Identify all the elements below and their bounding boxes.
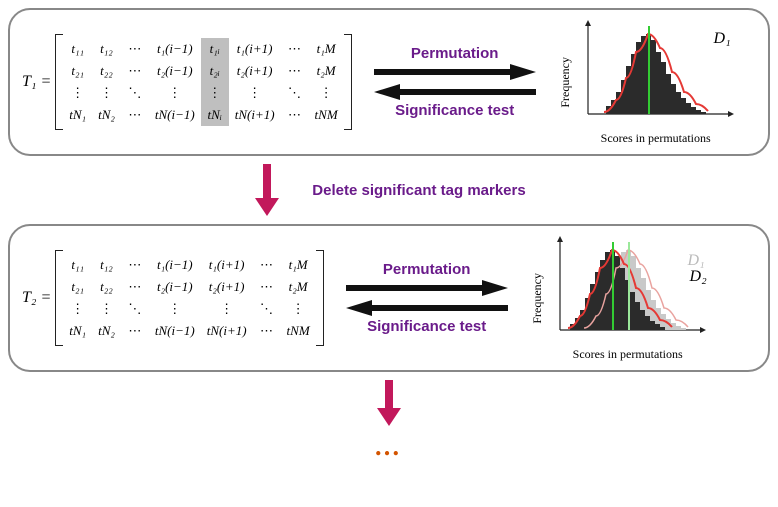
significance-label: Significance test: [367, 318, 486, 335]
matrix-cell: t₁(i−1): [149, 254, 201, 276]
matrix-cell: t₂₂: [92, 60, 121, 82]
matrix-cell: tN₁: [63, 104, 92, 126]
matrix-cell: tN(i+1): [229, 104, 281, 126]
matrix-cell: ⋯: [121, 254, 149, 276]
matrix-cell: t₁M: [309, 38, 344, 60]
matrix-cell: t₂(i−1): [149, 60, 201, 82]
matrix-cell: ⋯: [253, 320, 281, 342]
matrix-cell: ⋯: [121, 104, 149, 126]
matrix-cell: t₁(i−1): [149, 38, 201, 60]
matrix-cell: t₂₂: [92, 276, 121, 298]
matrix-cell: ⋮: [63, 82, 92, 104]
arrow-right-icon: [342, 278, 512, 298]
matrix-cell: t₁(i+1): [201, 254, 253, 276]
matrix-cell: t₂(i+1): [229, 60, 281, 82]
matrix-cell: t₂₁: [63, 60, 92, 82]
bracket-right: [344, 34, 352, 130]
matrix-t1-table: t₁₁t₁₂⋯t₁(i−1)t₁ᵢt₁(i+1)⋯t₁Mt₂₁t₂₂⋯t₂(i−…: [63, 38, 343, 126]
matrix-cell: t₁₂: [92, 38, 121, 60]
arrows-t2: Permutation Significance test: [332, 261, 522, 335]
arrow-down-icon: [252, 162, 282, 218]
matrix-cell: ⋯: [121, 276, 149, 298]
matrix-cell: ⋱: [253, 298, 281, 320]
matrix-cell: t₂M: [281, 276, 316, 298]
delete-label: Delete significant tag markers: [312, 182, 525, 199]
matrix-cell: ⋯: [121, 60, 149, 82]
matrix-cell: ⋮: [201, 82, 229, 104]
panel-t2: T₂ = t₁₁t₁₂⋯t₁(i−1)t₁(i+1)⋯t₁Mt₂₁t₂₂⋯t₂(…: [8, 224, 770, 372]
arrow-down-icon: [374, 378, 404, 428]
distribution-chart-d2: [543, 234, 713, 344]
matrix-cell: ⋯: [253, 276, 281, 298]
matrix-cell: tNM: [309, 104, 344, 126]
matrix-cell: t₁M: [281, 254, 316, 276]
matrix-cell: t₁₂: [92, 254, 121, 276]
matrix-t2-block: T₂ = t₁₁t₁₂⋯t₁(i−1)t₁(i+1)⋯t₁Mt₂₁t₂₂⋯t₂(…: [22, 250, 324, 346]
bracket-left: [55, 250, 63, 346]
x-axis-label: Scores in permutations: [571, 131, 741, 146]
matrix-cell: t₂M: [309, 60, 344, 82]
matrix-cell: t₂(i+1): [201, 276, 253, 298]
matrix-cell: t₂(i−1): [149, 276, 201, 298]
matrix-cell: t₁₁: [63, 38, 92, 60]
matrix-cell: ⋮: [149, 82, 201, 104]
matrix-cell: tN(i+1): [201, 320, 253, 342]
matrix-cell: tN₂: [92, 320, 121, 342]
matrix-cell: ⋮: [149, 298, 201, 320]
matrix-cell: ⋮: [201, 298, 253, 320]
matrix-cell: ⋮: [63, 298, 92, 320]
ellipsis-icon: …: [374, 432, 404, 462]
matrix-cell: ⋮: [92, 82, 121, 104]
matrix-cell: ⋯: [281, 104, 309, 126]
matrix-cell: ⋮: [281, 298, 316, 320]
matrix-cell: tNM: [281, 320, 316, 342]
between-arrow-block: Delete significant tag markers: [8, 162, 770, 218]
d1-label: D₁: [714, 30, 731, 48]
matrix-cell: tN(i−1): [149, 320, 201, 342]
matrix-cell: ⋯: [281, 60, 309, 82]
continuation-block: …: [8, 378, 770, 462]
matrix-cell: ⋱: [121, 82, 149, 104]
matrix-cell: ⋯: [121, 38, 149, 60]
significance-label: Significance test: [395, 102, 514, 119]
arrow-right-icon: [370, 62, 540, 82]
x-axis-label: Scores in permutations: [543, 347, 713, 362]
d2-label: D₂: [690, 268, 707, 286]
chart-t1-block: Frequency D₁ Scores in permutations: [558, 18, 741, 146]
matrix-t2: t₁₁t₁₂⋯t₁(i−1)t₁(i+1)⋯t₁Mt₂₁t₂₂⋯t₂(i−1)t…: [55, 250, 323, 346]
matrix-cell: ⋯: [121, 320, 149, 342]
permutation-label: Permutation: [411, 45, 499, 62]
matrix-cell: tNᵢ: [201, 104, 229, 126]
matrix-cell: t₁(i+1): [229, 38, 281, 60]
matrix-cell: t₁ᵢ: [201, 38, 229, 60]
bracket-right: [316, 250, 324, 346]
matrix-t2-table: t₁₁t₁₂⋯t₁(i−1)t₁(i+1)⋯t₁Mt₂₁t₂₂⋯t₂(i−1)t…: [63, 254, 315, 342]
matrix-cell: t₂ᵢ: [201, 60, 229, 82]
matrix-cell: tN(i−1): [149, 104, 201, 126]
matrix-t1: t₁₁t₁₂⋯t₁(i−1)t₁ᵢt₁(i+1)⋯t₁Mt₂₁t₂₂⋯t₂(i−…: [55, 34, 351, 130]
matrix-cell: tN₁: [63, 320, 92, 342]
matrix-cell: tN₂: [92, 104, 121, 126]
matrix-cell: ⋯: [253, 254, 281, 276]
arrows-t1: Permutation Significance test: [360, 45, 550, 119]
panel-t1: T₁ = t₁₁t₁₂⋯t₁(i−1)t₁ᵢt₁(i+1)⋯t₁Mt₂₁t₂₂⋯…: [8, 8, 770, 156]
arrow-left-icon: [370, 82, 540, 102]
matrix-t1-block: T₁ = t₁₁t₁₂⋯t₁(i−1)t₁ᵢt₁(i+1)⋯t₁Mt₂₁t₂₂⋯…: [22, 34, 352, 130]
arrow-left-icon: [342, 298, 512, 318]
matrix-cell: t₂₁: [63, 276, 92, 298]
matrix-cell: ⋮: [309, 82, 344, 104]
permutation-label: Permutation: [383, 261, 471, 278]
matrix-cell: ⋱: [281, 82, 309, 104]
matrix-cell: ⋱: [121, 298, 149, 320]
matrix-cell: ⋯: [281, 38, 309, 60]
matrix-t1-label: T₁ =: [22, 73, 51, 91]
chart-t2-block: Frequency D₁ D₂ Scores in permutations: [530, 234, 713, 362]
matrix-cell: ⋮: [92, 298, 121, 320]
matrix-cell: ⋮: [229, 82, 281, 104]
bracket-left: [55, 34, 63, 130]
matrix-t2-label: T₂ =: [22, 289, 51, 307]
matrix-cell: t₁₁: [63, 254, 92, 276]
